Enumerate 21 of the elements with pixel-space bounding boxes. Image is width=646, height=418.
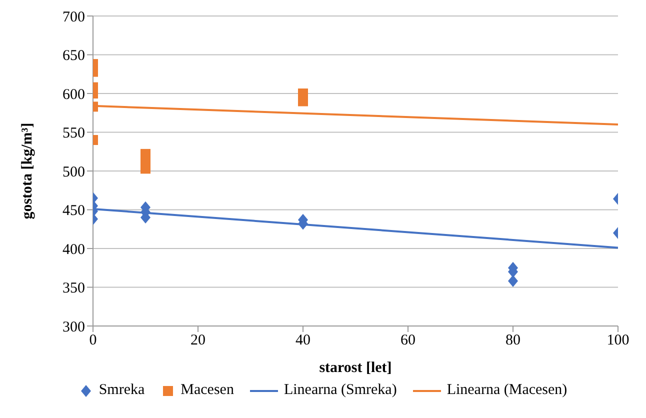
- legend-label: Linearna (Macesen): [446, 382, 568, 399]
- x-tick-label: 40: [296, 332, 310, 349]
- x-tick-label: 100: [606, 332, 630, 349]
- y-tick-label: 400: [62, 242, 85, 258]
- x-tick-label: 20: [190, 332, 206, 349]
- y-tick-label: 700: [62, 9, 85, 26]
- legend-label: Smreka: [98, 382, 145, 399]
- x-tick-label: 0: [89, 332, 97, 349]
- y-tick-label: 600: [62, 86, 85, 103]
- y-axis-title: gostota [kg/m³]: [19, 122, 36, 220]
- y-tick-label: 550: [62, 126, 85, 142]
- y-tick-label: 500: [62, 164, 85, 180]
- y-tick-label: 300: [62, 319, 85, 336]
- legend-label: Linearna (Smreka): [284, 382, 397, 399]
- legend-label: Macesen: [180, 382, 234, 399]
- x-tick-label: 80: [506, 332, 520, 349]
- y-tick-label: 450: [62, 203, 85, 220]
- x-axis-title: starost [let]: [319, 360, 392, 376]
- y-tick-label: 350: [62, 280, 85, 297]
- x-tick-label: 60: [400, 332, 416, 349]
- y-tick-label: 650: [62, 48, 85, 64]
